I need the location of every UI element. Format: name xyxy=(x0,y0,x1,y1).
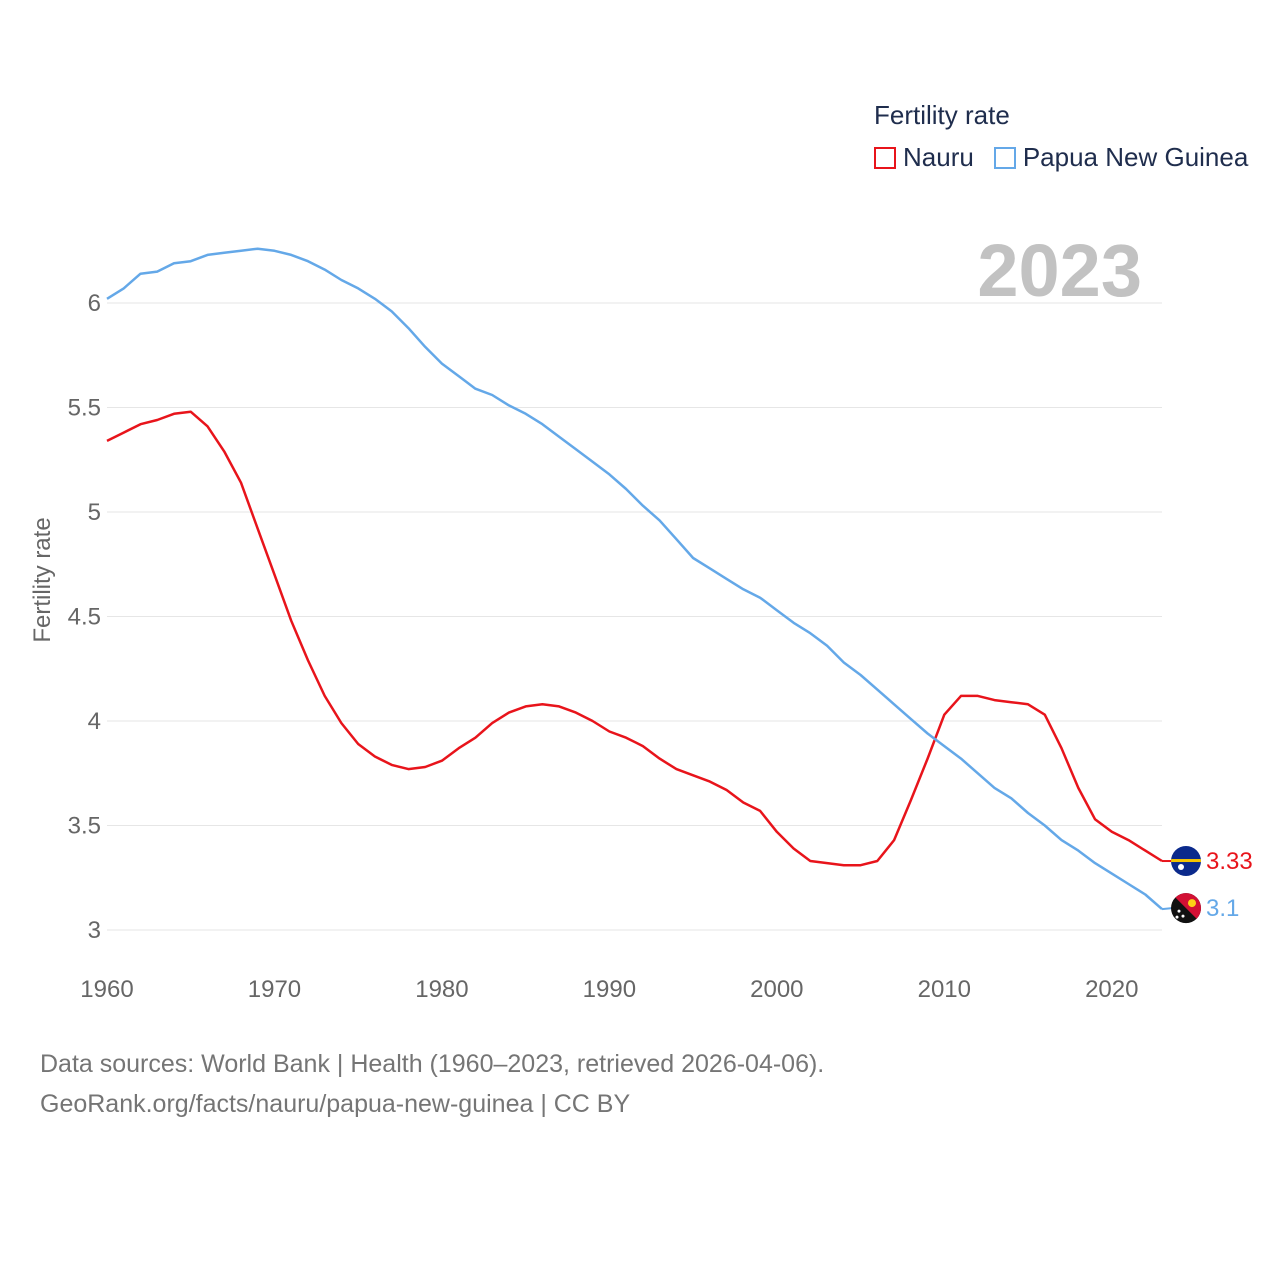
x-tick-label: 2020 xyxy=(1085,976,1138,1003)
source-line-1: Data sources: World Bank | Health (1960–… xyxy=(40,1050,825,1078)
legend-label-nauru: Nauru xyxy=(903,142,974,172)
legend-label-papua-new-guinea: Papua New Guinea xyxy=(1022,142,1249,172)
y-tick-label: 4.5 xyxy=(68,604,101,631)
y-tick-label: 5 xyxy=(88,499,101,526)
y-tick-label: 3 xyxy=(88,917,101,944)
end-value-label-papua-new-guinea: 3.1 xyxy=(1206,895,1239,922)
flag-star xyxy=(1175,915,1179,919)
x-tick-label: 1990 xyxy=(583,976,636,1003)
x-tick-label: 1980 xyxy=(415,976,468,1003)
flag-star xyxy=(1181,914,1185,918)
legend: Nauru Papua New Guinea xyxy=(874,142,1268,173)
flag-star xyxy=(1178,864,1184,871)
x-tick-label: 1960 xyxy=(80,976,133,1003)
end-value-label-nauru: 3.33 xyxy=(1206,848,1253,875)
legend-swatch-nauru xyxy=(874,146,896,169)
legend-item-nauru[interactable]: Nauru xyxy=(874,142,974,173)
x-tick-label: 2010 xyxy=(918,976,971,1003)
flag-star xyxy=(1177,909,1181,913)
y-tick-label: 6 xyxy=(88,290,101,317)
series-line-papua-new-guinea xyxy=(106,247,1163,911)
legend-title: Fertility rate xyxy=(874,100,1010,130)
source-note: Data sources: World Bank | Health (1960–… xyxy=(40,1044,824,1124)
flag-stripe xyxy=(1171,859,1201,863)
end-connector-papua-new-guinea xyxy=(1161,907,1173,911)
series-line-nauru xyxy=(106,410,1163,867)
flag-bird xyxy=(1188,899,1196,908)
x-tick-label: 2000 xyxy=(750,976,803,1003)
papua-new-guinea-flag-icon xyxy=(1171,893,1201,924)
nauru-flag-icon xyxy=(1171,846,1201,877)
legend-swatch-papua-new-guinea xyxy=(993,146,1016,169)
year-label: 2023 xyxy=(977,229,1142,312)
y-tick-label: 4 xyxy=(88,708,101,735)
legend-item-papua-new-guinea[interactable]: Papua New Guinea xyxy=(993,142,1249,173)
source-line-2[interactable]: GeoRank.org/facts/nauru/papua-new-guinea… xyxy=(40,1090,631,1118)
x-tick-label: 1970 xyxy=(248,976,301,1003)
y-tick-label: 5.5 xyxy=(68,395,101,422)
y-tick-label: 3.5 xyxy=(68,813,101,840)
